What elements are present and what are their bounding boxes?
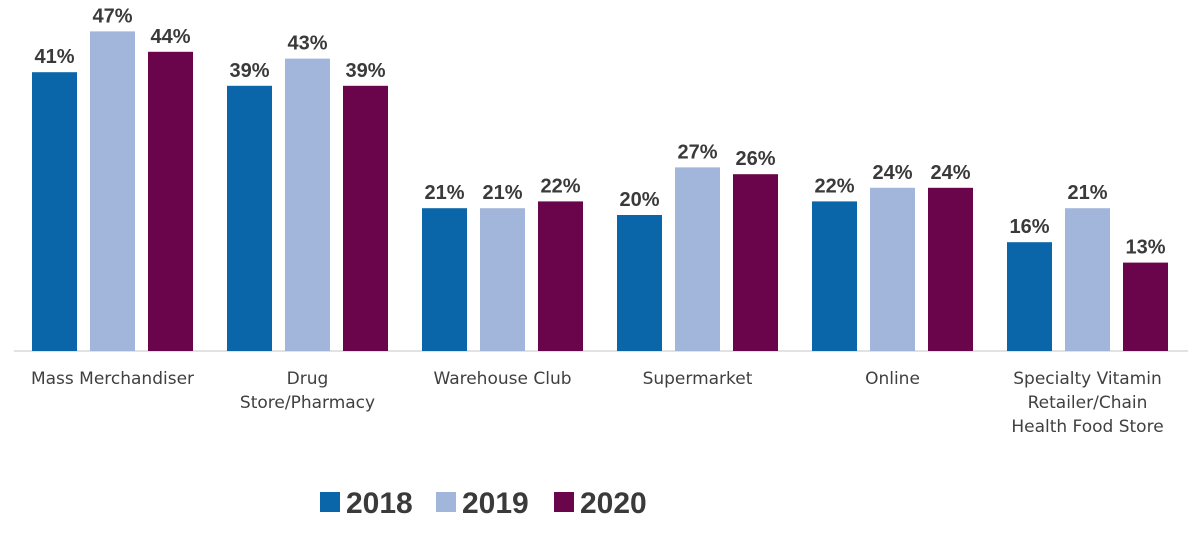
data-label-2018-2: 21% — [424, 182, 464, 204]
category-label-0: Mass Merchandiser — [31, 369, 194, 389]
bar-2018-3 — [617, 215, 662, 351]
legend-swatch-2018 — [320, 492, 340, 512]
data-label-2020-0: 44% — [150, 26, 190, 48]
data-label-2019-3: 27% — [677, 141, 717, 163]
bar-2018-1 — [227, 85, 272, 352]
bar-2019-3 — [675, 167, 720, 351]
data-label-2020-4: 24% — [930, 162, 970, 184]
legend-swatch-2020 — [554, 492, 574, 512]
category-label-5: Specialty Vitamin Retailer/Chain Health Fo… — [1011, 369, 1163, 437]
legend-swatch-2019 — [436, 492, 456, 512]
data-label-2019-1: 43% — [287, 33, 327, 55]
data-label-2018-3: 20% — [619, 189, 659, 211]
category-label-1: Drug Store/Pharmacy — [240, 369, 375, 413]
data-label-2019-5: 21% — [1067, 182, 1107, 204]
bar-2020-0 — [148, 51, 193, 352]
data-label-2020-2: 22% — [540, 175, 580, 197]
bar-2020-1 — [343, 85, 388, 352]
data-label-2018-1: 39% — [229, 60, 269, 82]
legend-label-2018: 2018 — [346, 487, 413, 520]
data-label-2019-4: 24% — [872, 162, 912, 184]
bar-2018-0 — [32, 72, 77, 351]
data-label-2020-3: 26% — [735, 148, 775, 170]
bar-2019-5 — [1065, 208, 1110, 351]
bar-2019-0 — [90, 31, 135, 352]
category-label-4: Online — [865, 369, 920, 389]
legend-label-2019: 2019 — [462, 487, 529, 520]
legend-label-2020: 2020 — [580, 487, 647, 520]
bar-2020-3 — [733, 174, 778, 351]
data-label-2019-0: 47% — [92, 5, 132, 27]
bar-2020-5 — [1123, 262, 1168, 351]
bar-2018-5 — [1007, 242, 1052, 351]
data-label-2020-1: 39% — [345, 60, 385, 82]
bar-2020-4 — [928, 187, 973, 351]
category-label-2: Warehouse Club — [433, 369, 571, 389]
bar-2020-2 — [538, 201, 583, 351]
data-label-2018-4: 22% — [814, 175, 854, 197]
bar-2019-1 — [285, 58, 330, 351]
bar-2018-4 — [812, 201, 857, 351]
data-label-2018-5: 16% — [1009, 216, 1049, 238]
data-label-2018-0: 41% — [34, 46, 74, 68]
data-label-2019-2: 21% — [482, 182, 522, 204]
bar-2019-2 — [480, 208, 525, 351]
data-label-2020-5: 13% — [1125, 237, 1165, 259]
bar-2019-4 — [870, 187, 915, 351]
bar-2018-2 — [422, 208, 467, 351]
category-label-3: Supermarket — [643, 369, 753, 389]
